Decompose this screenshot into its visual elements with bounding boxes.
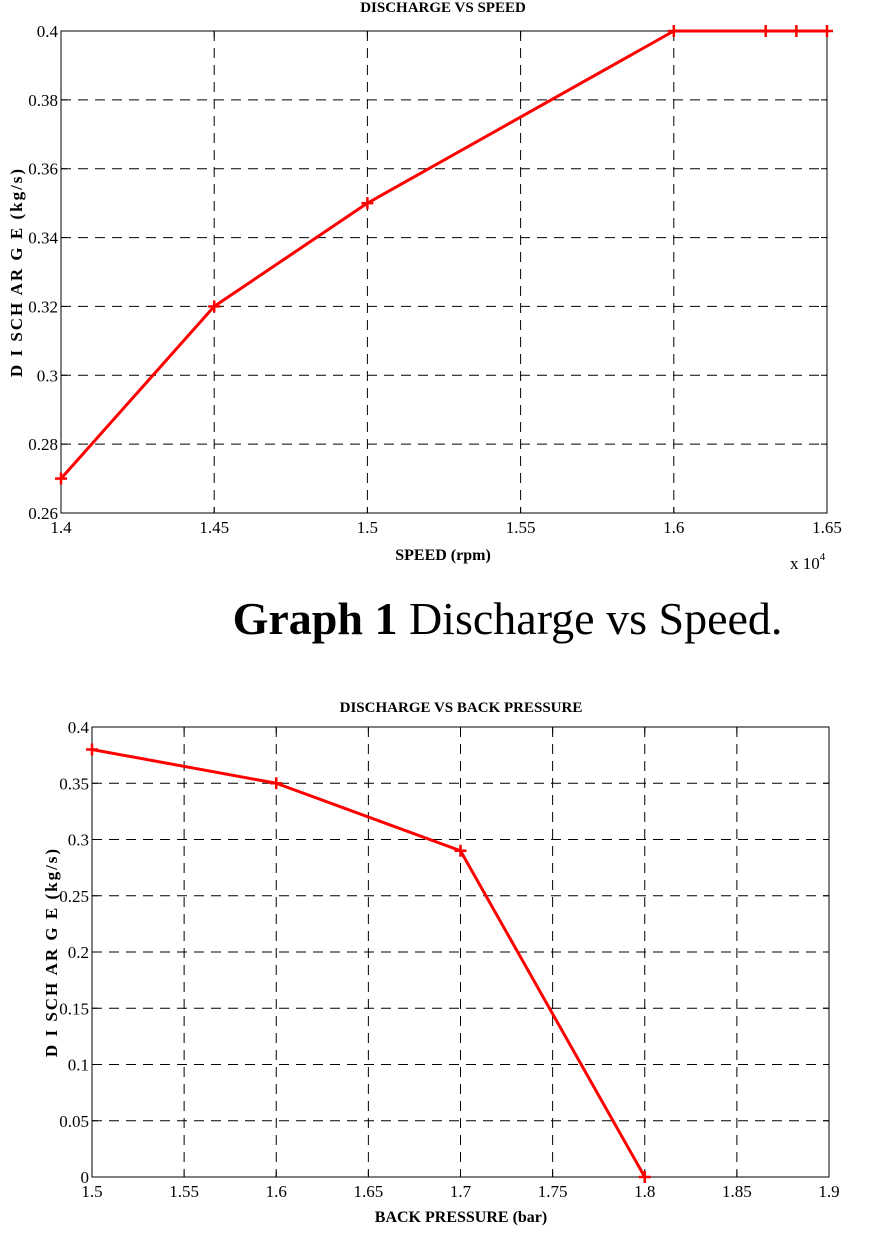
chart1-series bbox=[55, 25, 833, 485]
chart2-ytick-label: 0.35 bbox=[59, 774, 89, 793]
chart2-xtick-label: 1.85 bbox=[722, 1182, 752, 1201]
discharge-vs-back-pressure-chart: DISCHARGE VS BACK PRESSURE 1.5 1.55 1.6 1.6… bbox=[42, 700, 840, 1226]
chart1-xtick-label: 1.4 bbox=[50, 518, 72, 537]
chart1-xtick-label: 1.55 bbox=[506, 518, 536, 537]
chart2-series bbox=[86, 743, 651, 1183]
chart2-data-point bbox=[638, 1171, 651, 1183]
chart1-ytick-label: 0.4 bbox=[37, 22, 59, 41]
chart2-title: DISCHARGE VS BACK PRESSURE bbox=[340, 700, 583, 716]
chart2-ticks: 1.5 1.55 1.6 1.65 1.7 1.75 1.8 1.85 1.9 0 0.05 0.1 0… bbox=[59, 718, 839, 1201]
chart1-data-point bbox=[361, 197, 374, 210]
chart1-ytick-label: 0.32 bbox=[28, 297, 58, 316]
chart2-data-point bbox=[86, 743, 98, 756]
chart1-ytick-label: 0.3 bbox=[37, 366, 58, 385]
chart2-ytick-label: 0.2 bbox=[68, 943, 89, 962]
chart2-xtick-label: 1.55 bbox=[169, 1182, 199, 1201]
chart2-ytick-label: 0.1 bbox=[68, 1056, 89, 1075]
chart2-xtick-label: 1.6 bbox=[266, 1182, 287, 1201]
chart1-ytick-label: 0.38 bbox=[28, 91, 58, 110]
chart2-xtick-label: 1.8 bbox=[634, 1182, 655, 1201]
chart2-ytick-label: 0.4 bbox=[68, 718, 90, 737]
chart1-data-point bbox=[790, 25, 803, 37]
chart2-ytick-label: 0 bbox=[81, 1168, 90, 1187]
chart2-ytick-label: 0.25 bbox=[59, 887, 89, 906]
chart2-ytick-label: 0.05 bbox=[59, 1112, 89, 1131]
caption-text: Discharge vs Speed. bbox=[397, 593, 783, 644]
chart1-data-point bbox=[667, 25, 680, 37]
caption-label: Graph 1 bbox=[232, 593, 398, 644]
chart1-title: DISCHARGE VS SPEED bbox=[360, 0, 526, 16]
chart2-ytick-label: 0.15 bbox=[59, 999, 89, 1018]
chart2-data-point bbox=[454, 844, 467, 857]
chart1-ytick-label: 0.34 bbox=[28, 229, 58, 248]
chart1-grid bbox=[61, 31, 827, 513]
chart1-data-point bbox=[759, 25, 772, 37]
chart2-xlabel: BACK PRESSURE (bar) bbox=[375, 1209, 547, 1226]
chart2-series-line bbox=[91, 748, 647, 1178]
chart2-xtick-label: 1.7 bbox=[450, 1182, 472, 1201]
chart1-ylabel: D I SCH AR G E (kg/s) bbox=[7, 167, 26, 377]
chart1-plot-frame bbox=[60, 30, 828, 514]
chart1-x-multiplier-base: x 10 bbox=[790, 554, 820, 573]
chart1-xtick-label: 1.65 bbox=[812, 518, 842, 537]
chart1-ticks: 1.4 1.45 1.5 1.55 1.6 1.65 0.26 0.28 0.3 0.32 0.34… bbox=[28, 22, 842, 537]
chart1-x-multiplier: x 104 bbox=[790, 551, 826, 573]
chart1-data-point bbox=[55, 472, 67, 485]
chart1-ytick-label: 0.26 bbox=[28, 504, 58, 523]
chart1-series-line bbox=[59, 29, 827, 480]
chart2-ylabel: D I SCH AR G E (kg/s) bbox=[42, 847, 61, 1057]
chart2-xtick-label: 1.65 bbox=[354, 1182, 384, 1201]
chart1-xtick-label: 1.5 bbox=[357, 518, 378, 537]
graph-caption: Graph 1 Discharge vs Speed. bbox=[0, 592, 869, 645]
chart1-x-multiplier-exp: 4 bbox=[820, 551, 826, 563]
chart2-ytick-label: 0.3 bbox=[68, 831, 89, 850]
chart1-xtick-label: 1.45 bbox=[199, 518, 229, 537]
chart2-data-point bbox=[270, 777, 283, 790]
chart1-data-point bbox=[821, 25, 833, 37]
chart1-ytick-label: 0.28 bbox=[28, 435, 58, 454]
chart1-xtick-label: 1.6 bbox=[663, 518, 684, 537]
chart2-grid bbox=[92, 727, 829, 1177]
discharge-vs-speed-chart: DISCHARGE VS SPEED 1.4 1.45 1.5 1.55 1.6 1.65… bbox=[7, 0, 842, 573]
chart2-xtick-label: 1.75 bbox=[538, 1182, 568, 1201]
chart1-xlabel: SPEED (rpm) bbox=[395, 547, 491, 564]
chart2-xtick-label: 1.5 bbox=[81, 1182, 102, 1201]
chart1-data-point bbox=[208, 300, 221, 313]
chart1-ytick-label: 0.36 bbox=[28, 160, 58, 179]
chart2-xtick-label: 1.9 bbox=[818, 1182, 839, 1201]
